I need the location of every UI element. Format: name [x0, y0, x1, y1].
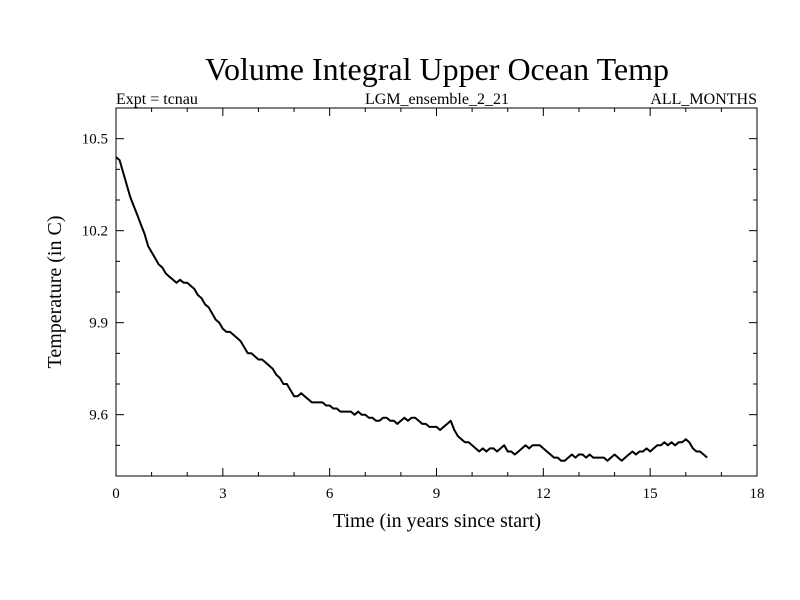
x-axis-label: Time (in years since start)	[333, 510, 541, 532]
x-tick-label: 6	[326, 486, 334, 502]
y-tick-label: 9.6	[89, 408, 108, 424]
x-tick-label: 0	[112, 486, 120, 502]
x-tick-label: 3	[219, 486, 227, 502]
axis-ticks	[115, 107, 758, 477]
plot-frame	[115, 107, 758, 477]
subtitle-months: ALL_MONTHS	[650, 91, 757, 108]
chart-title: Volume Integral Upper Ocean Temp	[205, 51, 669, 87]
x-tick-label: 12	[536, 486, 551, 502]
temperature-series-line	[115, 156, 708, 462]
x-tick-label: 15	[643, 486, 658, 502]
subtitle-experiment: Expt = tcnau	[116, 91, 198, 108]
y-tick-label: 10.5	[82, 132, 108, 148]
subtitle-ensemble: LGM_ensemble_2_21	[365, 91, 509, 108]
y-tick-label: 10.2	[82, 224, 108, 240]
x-tick-label: 18	[750, 486, 765, 502]
y-tick-label: 9.9	[89, 316, 108, 332]
axis-tick-labels: 0 3 6 9 12 15 18 9.6 9.9 10.2 10.5	[82, 132, 765, 502]
x-tick-label: 9	[433, 486, 441, 502]
y-axis-label: Temperature (in C)	[44, 216, 66, 369]
